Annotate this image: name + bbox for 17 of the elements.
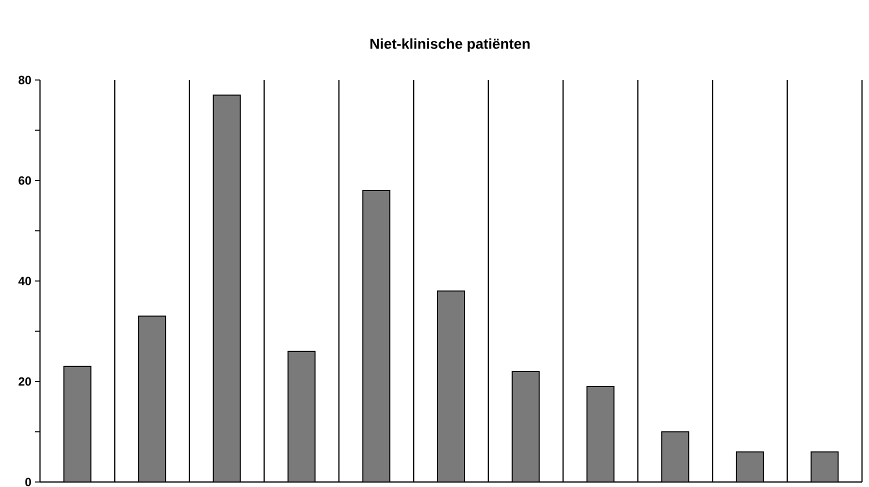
bar: [138, 316, 166, 482]
y-tick-label: 60: [18, 176, 31, 185]
bar: [362, 190, 390, 482]
bar: [586, 386, 614, 482]
chart-title: Niet-klinische patiënten: [370, 38, 530, 52]
y-tick-label: 80: [18, 76, 31, 84]
y-tick-label: 20: [18, 377, 31, 386]
bar: [810, 451, 839, 482]
y-tick-label: 40: [18, 276, 31, 286]
bar: [512, 370, 540, 482]
bar: [288, 350, 316, 482]
bar: [63, 366, 92, 482]
bar: [736, 451, 764, 482]
bar: [661, 431, 690, 482]
bar: [212, 94, 241, 482]
bar: [437, 290, 466, 482]
y-tick-label: 0: [25, 478, 31, 486]
